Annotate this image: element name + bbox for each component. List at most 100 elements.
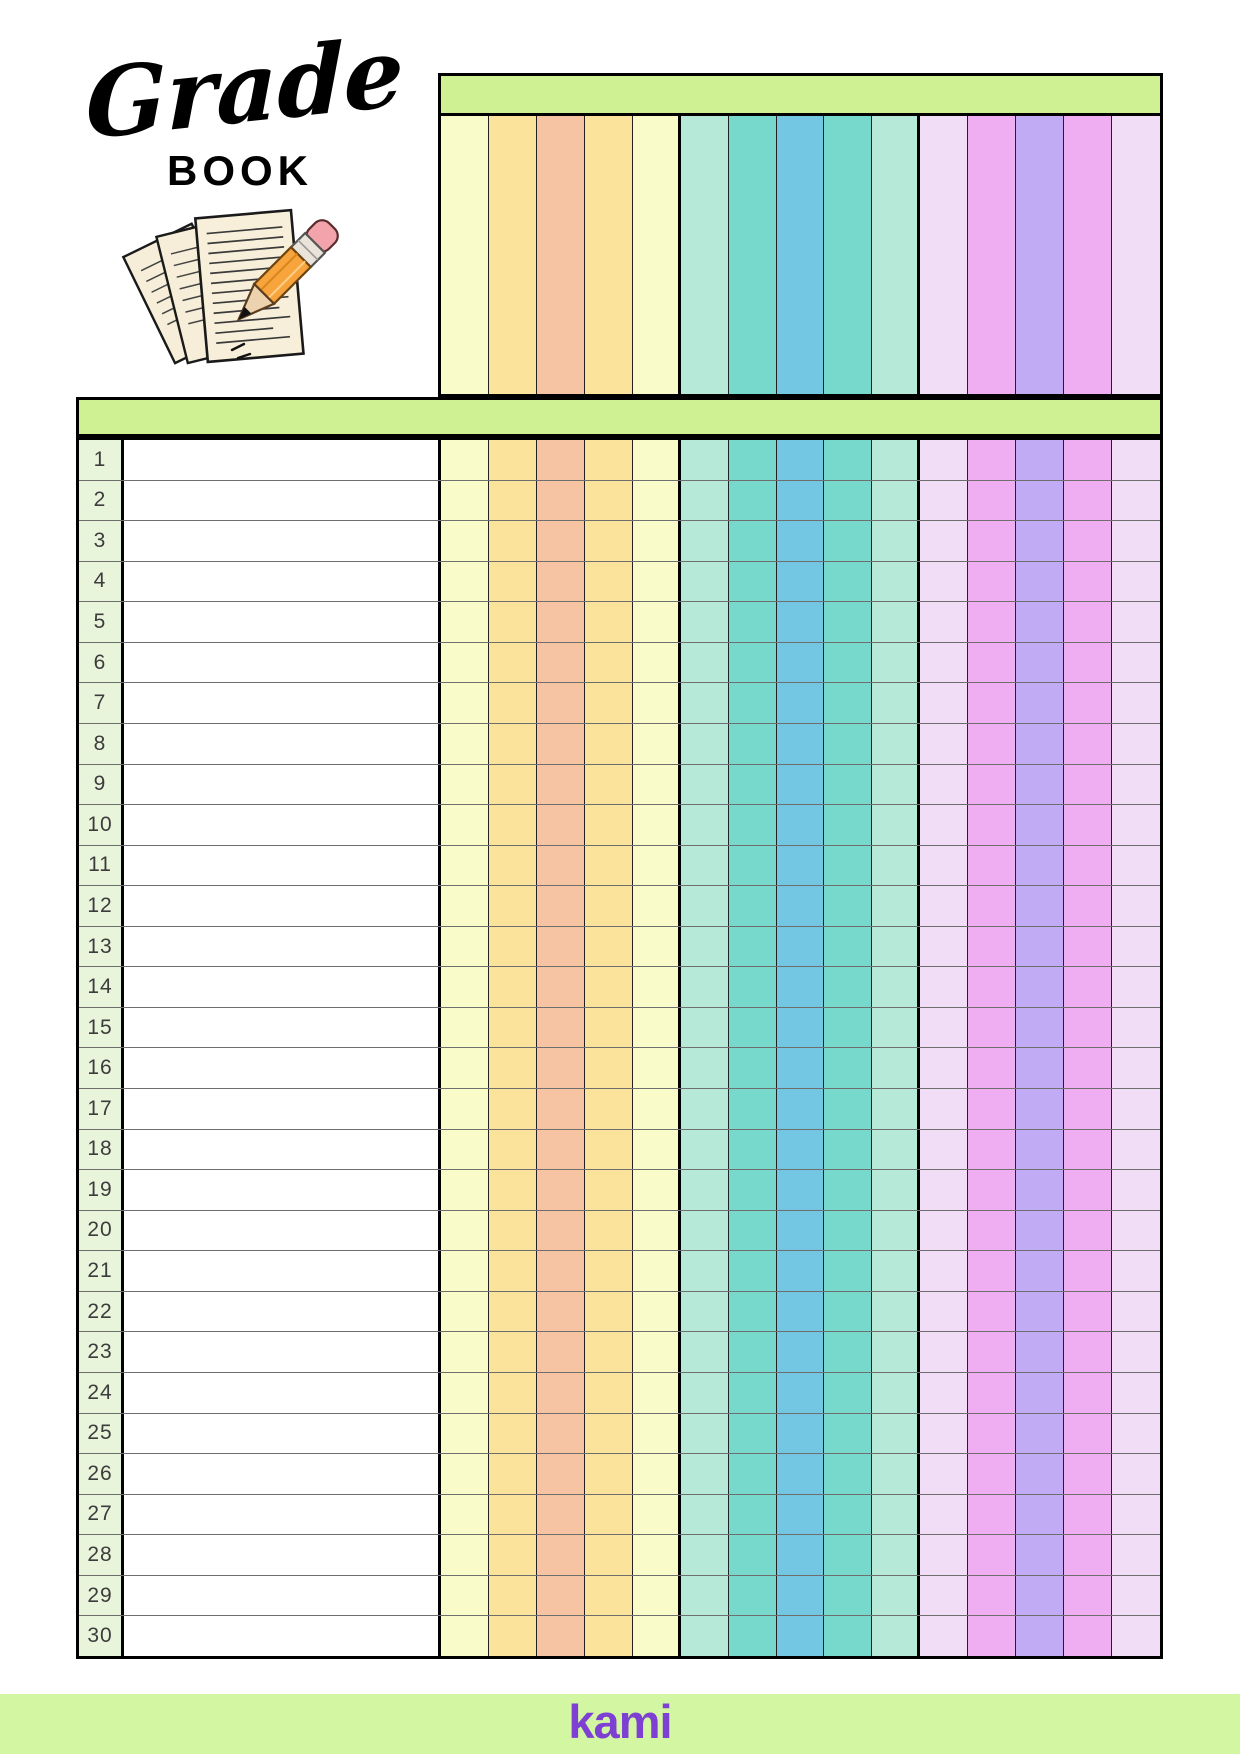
grade-cell[interactable] — [776, 602, 825, 642]
grade-cell[interactable] — [1112, 1210, 1160, 1251]
grade-cell[interactable] — [968, 1089, 1017, 1129]
grade-cell[interactable] — [488, 967, 537, 1007]
grade-cell[interactable] — [441, 1413, 489, 1454]
grade-cell[interactable] — [488, 602, 537, 642]
grade-cell[interactable] — [920, 886, 969, 926]
grade-cell[interactable] — [1016, 1575, 1065, 1616]
grade-cell[interactable] — [824, 1048, 873, 1088]
grade-cell[interactable] — [1016, 1291, 1065, 1332]
student-name-cell[interactable] — [124, 1210, 441, 1251]
grade-cell[interactable] — [1112, 805, 1160, 845]
student-name-cell[interactable] — [124, 1575, 441, 1616]
grade-cell[interactable] — [872, 1048, 921, 1088]
grade-cell[interactable] — [1016, 561, 1065, 602]
grade-cell[interactable] — [1016, 764, 1065, 805]
grade-cell[interactable] — [536, 480, 585, 521]
grade-cell[interactable] — [824, 1291, 873, 1332]
assignment-column[interactable] — [1112, 116, 1160, 394]
student-name-cell[interactable] — [124, 1535, 441, 1575]
grade-cell[interactable] — [536, 845, 585, 886]
grade-cell[interactable] — [536, 764, 585, 805]
grade-cell[interactable] — [920, 1535, 969, 1575]
grade-cell[interactable] — [680, 1372, 729, 1413]
grade-cell[interactable] — [680, 1413, 729, 1454]
grade-cell[interactable] — [680, 1007, 729, 1048]
grade-cell[interactable] — [1112, 1048, 1160, 1088]
grade-cell[interactable] — [872, 1007, 921, 1048]
grade-cell[interactable] — [632, 1089, 681, 1129]
grade-cell[interactable] — [1112, 683, 1160, 723]
grade-cell[interactable] — [441, 1535, 489, 1575]
grade-cell[interactable] — [872, 1291, 921, 1332]
grade-cell[interactable] — [728, 967, 777, 1007]
grade-cell[interactable] — [1064, 480, 1113, 521]
grade-cell[interactable] — [632, 561, 681, 602]
grade-cell[interactable] — [680, 1129, 729, 1170]
grade-cell[interactable] — [584, 1048, 633, 1088]
grade-cell[interactable] — [488, 1535, 537, 1575]
grade-cell[interactable] — [632, 805, 681, 845]
grade-cell[interactable] — [1064, 1007, 1113, 1048]
grade-cell[interactable] — [441, 723, 489, 764]
grade-cell[interactable] — [632, 1251, 681, 1291]
student-name-cell[interactable] — [124, 1616, 441, 1656]
grade-cell[interactable] — [632, 1454, 681, 1494]
grade-cell[interactable] — [776, 1413, 825, 1454]
student-name-cell[interactable] — [124, 521, 441, 561]
grade-cell[interactable] — [1016, 480, 1065, 521]
grade-cell[interactable] — [536, 642, 585, 683]
grade-cell[interactable] — [536, 1332, 585, 1372]
grade-cell[interactable] — [728, 1129, 777, 1170]
grade-cell[interactable] — [536, 926, 585, 967]
grade-cell[interactable] — [776, 1616, 825, 1656]
grade-cell[interactable] — [632, 1129, 681, 1170]
grade-cell[interactable] — [441, 1251, 489, 1291]
grade-cell[interactable] — [536, 1372, 585, 1413]
grade-cell[interactable] — [441, 805, 489, 845]
grade-cell[interactable] — [584, 1372, 633, 1413]
grade-cell[interactable] — [1064, 1535, 1113, 1575]
assignment-title-bar[interactable] — [438, 73, 1163, 116]
grade-cell[interactable] — [728, 1372, 777, 1413]
grade-cell[interactable] — [776, 1372, 825, 1413]
grade-cell[interactable] — [1016, 642, 1065, 683]
grade-cell[interactable] — [968, 805, 1017, 845]
grade-cell[interactable] — [1016, 926, 1065, 967]
grade-cell[interactable] — [1064, 1494, 1113, 1535]
grade-cell[interactable] — [1112, 561, 1160, 602]
grade-cell[interactable] — [872, 440, 921, 480]
student-name-cell[interactable] — [124, 1129, 441, 1170]
grade-cell[interactable] — [968, 521, 1017, 561]
assignment-column[interactable] — [728, 116, 777, 394]
grade-cell[interactable] — [1016, 440, 1065, 480]
grade-cell[interactable] — [584, 642, 633, 683]
grade-cell[interactable] — [968, 602, 1017, 642]
grade-cell[interactable] — [1112, 1413, 1160, 1454]
student-name-cell[interactable] — [124, 1170, 441, 1210]
grade-cell[interactable] — [632, 1048, 681, 1088]
grade-cell[interactable] — [1064, 561, 1113, 602]
grade-cell[interactable] — [680, 1251, 729, 1291]
grade-cell[interactable] — [824, 1210, 873, 1251]
grade-cell[interactable] — [920, 642, 969, 683]
grade-cell[interactable] — [584, 1089, 633, 1129]
grade-cell[interactable] — [680, 1494, 729, 1535]
grade-cell[interactable] — [441, 521, 489, 561]
grade-cell[interactable] — [536, 1251, 585, 1291]
grade-cell[interactable] — [488, 1251, 537, 1291]
grade-cell[interactable] — [1112, 926, 1160, 967]
grade-cell[interactable] — [1016, 1210, 1065, 1251]
grade-cell[interactable] — [968, 1413, 1017, 1454]
grade-cell[interactable] — [1016, 1048, 1065, 1088]
grade-cell[interactable] — [1016, 967, 1065, 1007]
grade-cell[interactable] — [632, 764, 681, 805]
grade-cell[interactable] — [536, 1454, 585, 1494]
grade-cell[interactable] — [920, 1372, 969, 1413]
grade-cell[interactable] — [776, 967, 825, 1007]
grade-cell[interactable] — [536, 521, 585, 561]
grade-cell[interactable] — [441, 926, 489, 967]
grade-cell[interactable] — [872, 602, 921, 642]
grade-cell[interactable] — [584, 967, 633, 1007]
assignment-column[interactable] — [488, 116, 537, 394]
grade-cell[interactable] — [1112, 1494, 1160, 1535]
